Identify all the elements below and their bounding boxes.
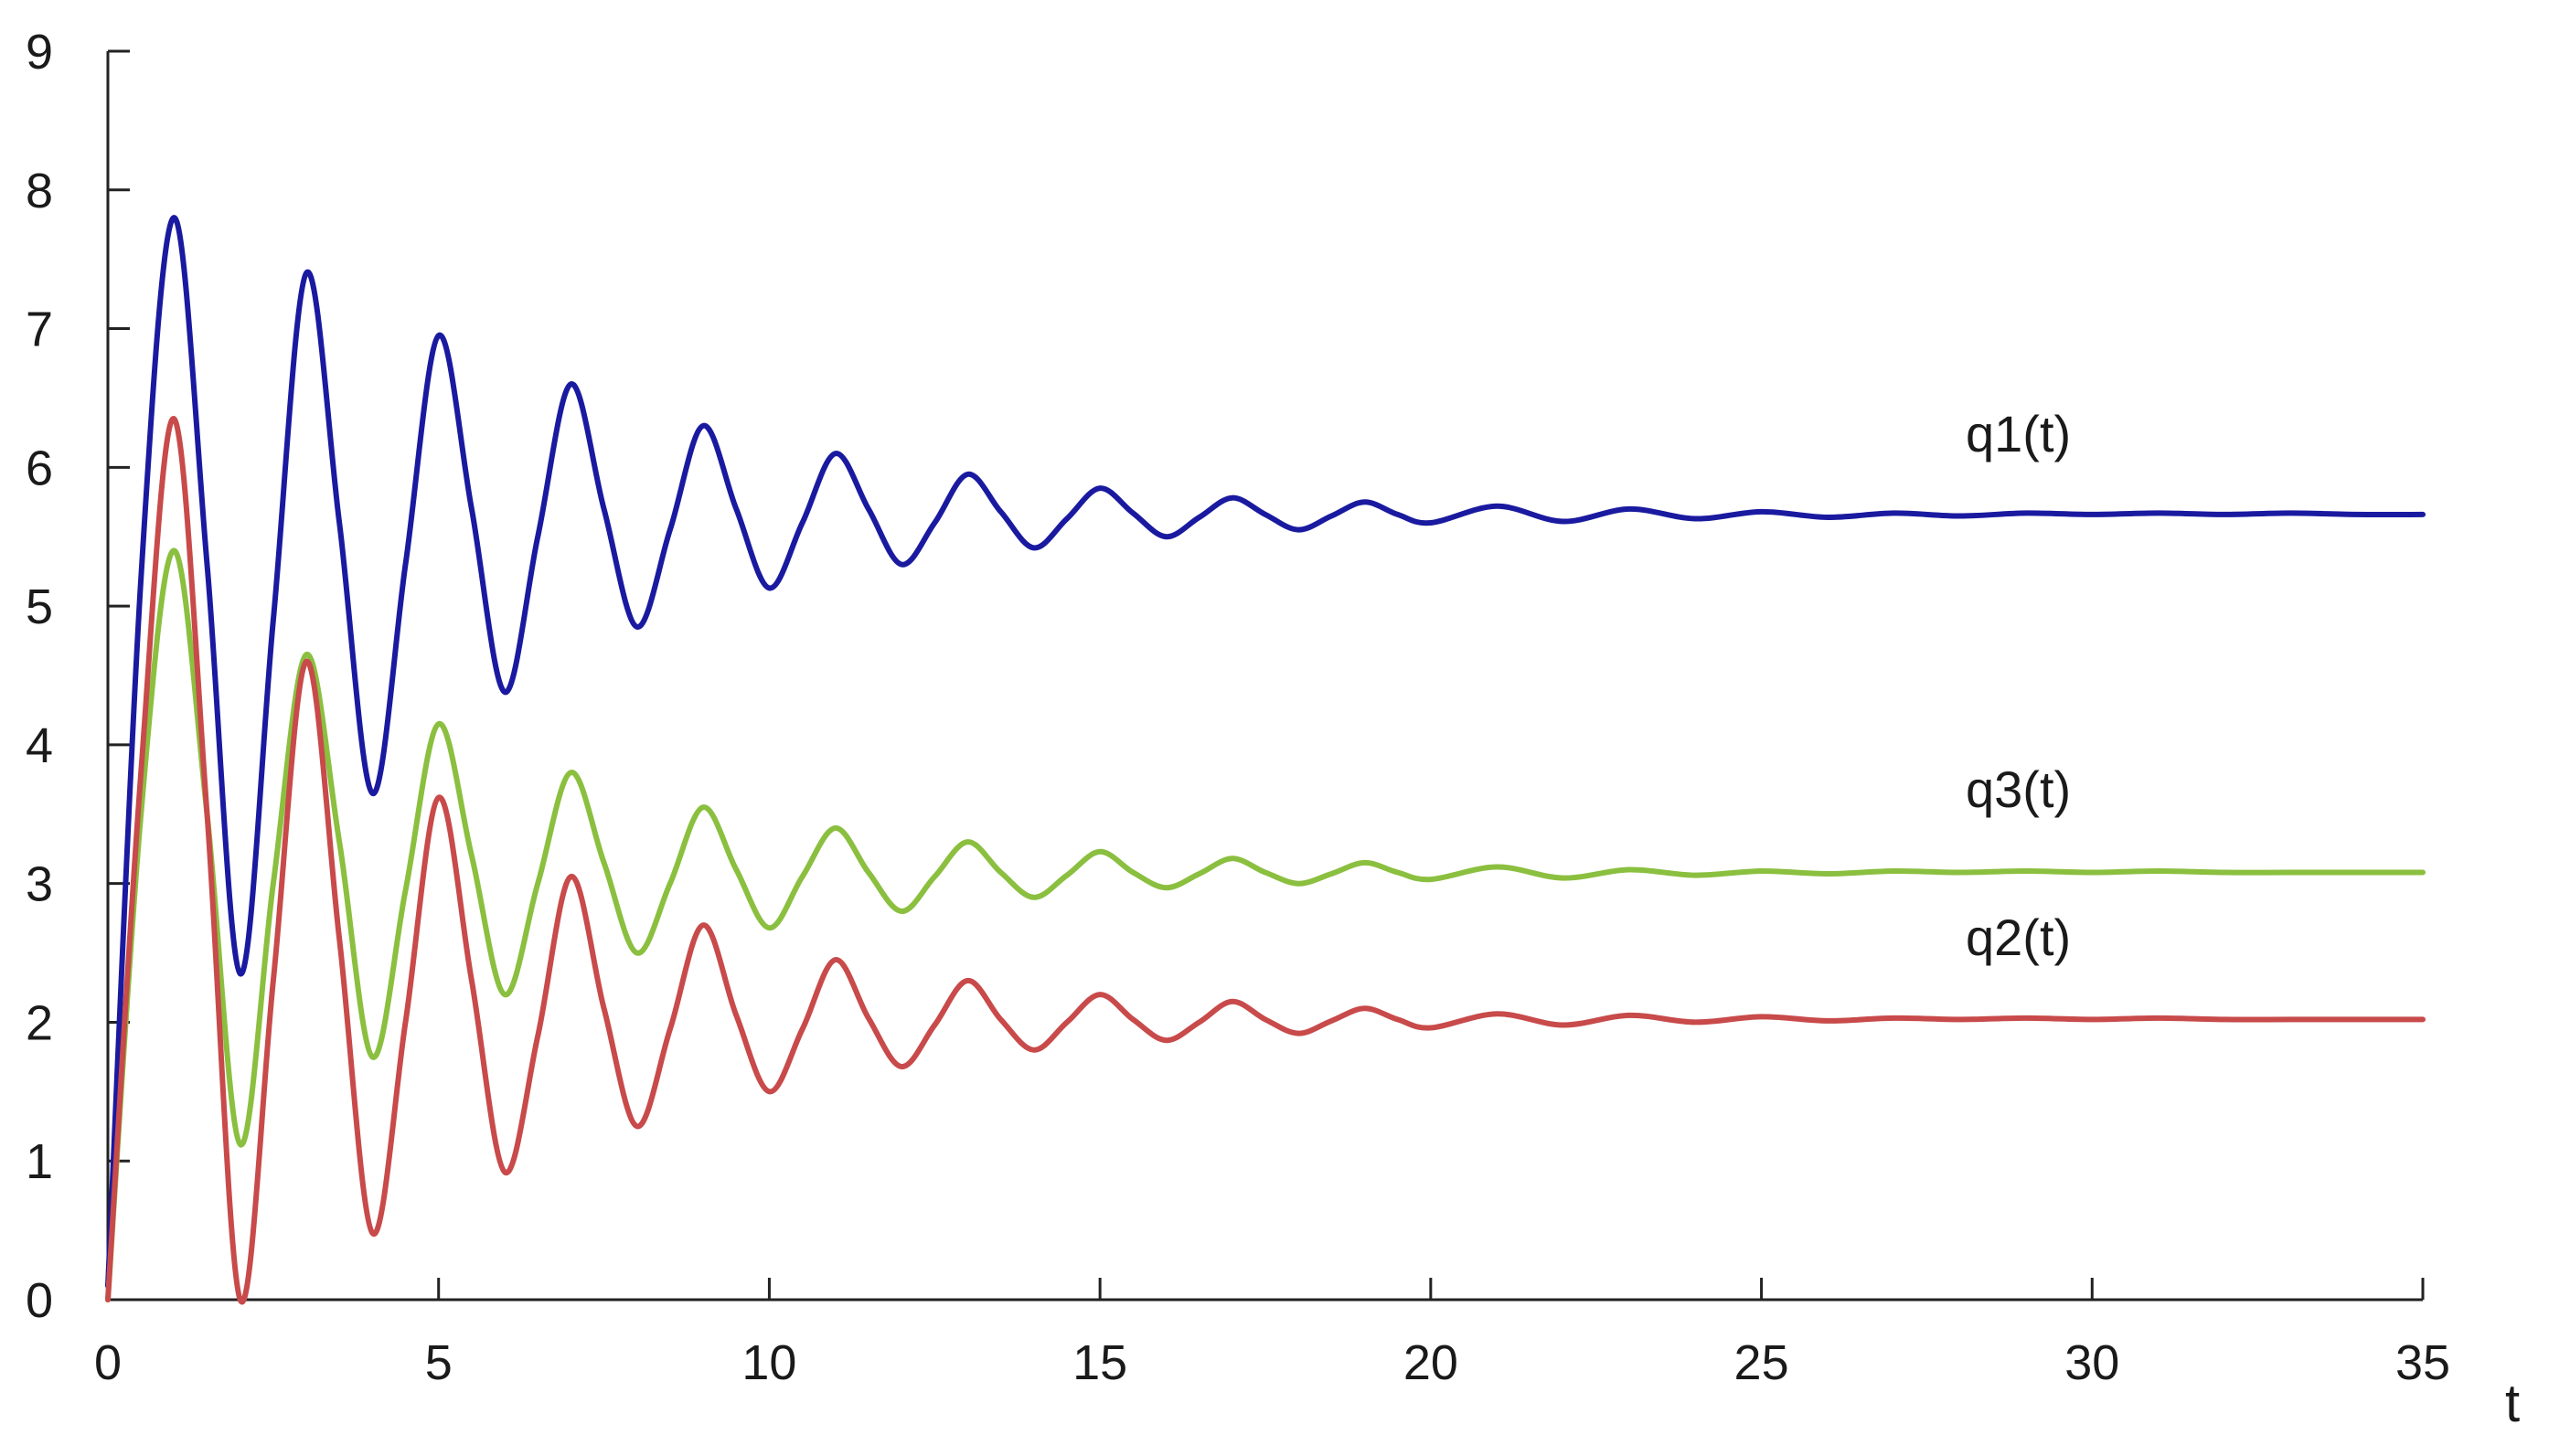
y-tick-label-5: 5 [26,579,53,634]
y-tick-label-3: 3 [26,857,53,912]
x-tick-label-5: 5 [425,1335,453,1390]
x-tick-label-10: 10 [741,1335,796,1390]
series-line-2 [105,547,2426,1302]
y-tick-label-6: 6 [26,441,53,495]
axes [106,51,2423,1302]
series-label-q3: q3(t) [1966,760,2071,818]
x-tick-label-35: 35 [2395,1335,2450,1390]
x-tick-label-20: 20 [1403,1335,1458,1390]
series-labels: q1(t) q3(t) q2(t) [1966,405,2071,966]
y-ticks: 0 1 2 3 4 5 6 7 8 9 [26,25,130,1328]
x-tick-label-0: 0 [94,1335,122,1390]
y-tick-label-7: 7 [26,303,53,357]
x-ticks: 0 5 10 15 20 25 30 35 [94,1278,2450,1390]
x-axis-title: t [2505,1374,2520,1433]
y-tick-label-1: 1 [26,1134,53,1189]
x-tick-label-25: 25 [1734,1335,1789,1390]
y-tick-label-9: 9 [26,25,53,80]
x-tick-label-30: 30 [2064,1335,2119,1390]
series-lines [105,215,2426,1305]
series-label-q1: q1(t) [1966,405,2071,462]
y-tick-label-8: 8 [26,164,53,218]
series-line-3 [105,416,2426,1305]
x-tick-label-15: 15 [1072,1335,1127,1390]
series-line-1 [105,215,2426,1289]
y-tick-label-2: 2 [26,995,53,1050]
series-label-q2: q2(t) [1966,909,2071,966]
y-tick-label-4: 4 [26,718,53,773]
y-tick-label-0: 0 [26,1273,53,1328]
